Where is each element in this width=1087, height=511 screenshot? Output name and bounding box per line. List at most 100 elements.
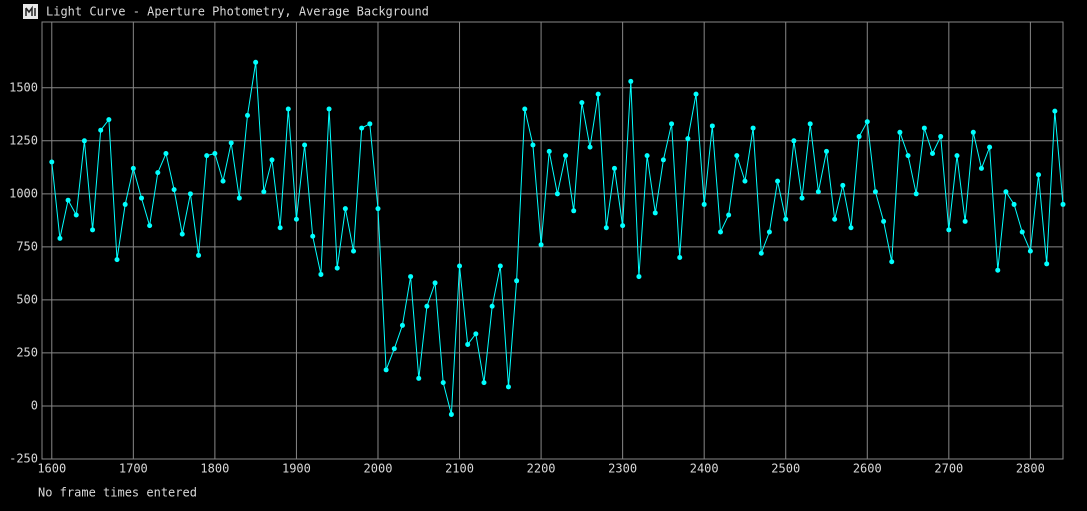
data-point [897, 129, 903, 135]
data-point [318, 271, 324, 277]
data-point [57, 235, 63, 241]
data-point [351, 248, 357, 254]
data-point [245, 112, 251, 118]
x-tick-label: 2400 [690, 462, 719, 476]
data-point [448, 411, 454, 417]
data-point [1027, 248, 1033, 254]
data-point [620, 223, 626, 229]
data-point [163, 151, 169, 157]
x-tick-label: 2200 [527, 462, 556, 476]
data-point [473, 331, 479, 337]
y-tick-label: 1500 [9, 80, 38, 94]
data-point [685, 136, 691, 142]
data-point [481, 380, 487, 386]
data-point [734, 153, 740, 159]
y-tick-label: -250 [9, 452, 38, 466]
data-point [995, 267, 1001, 273]
data-point [693, 91, 699, 97]
data-point [913, 191, 919, 197]
x-tick-label: 2600 [853, 462, 882, 476]
data-point [775, 178, 781, 184]
data-point [1019, 229, 1025, 235]
data-point [970, 129, 976, 135]
data-point [367, 121, 373, 127]
window-title: Light Curve - Aperture Photometry, Avera… [46, 5, 429, 19]
data-point [196, 252, 202, 258]
data-point [579, 100, 585, 106]
data-point [277, 225, 283, 231]
data-point [538, 242, 544, 248]
data-point [717, 229, 723, 235]
data-point [236, 195, 242, 201]
data-point [881, 218, 887, 224]
data-point [946, 227, 952, 233]
data-point [603, 225, 609, 231]
data-point [228, 140, 234, 146]
data-point [750, 125, 756, 131]
x-tick-label: 2800 [1016, 462, 1045, 476]
status-text: No frame times entered [38, 486, 197, 500]
data-point [554, 191, 560, 197]
data-point [628, 78, 634, 84]
data-point [155, 170, 161, 176]
data-point [302, 142, 308, 148]
data-point [848, 225, 854, 231]
data-point [171, 187, 177, 193]
data-point [49, 159, 55, 165]
data-point [285, 106, 291, 112]
x-tick-label: 1600 [37, 462, 66, 476]
data-point [81, 138, 87, 144]
data-point [978, 165, 984, 171]
data-point [644, 153, 650, 159]
data-line [51, 62, 1064, 415]
data-point [1044, 261, 1050, 267]
data-point [65, 197, 71, 203]
data-point [497, 263, 503, 269]
data-point [187, 191, 193, 197]
x-tick-label: 2500 [771, 462, 800, 476]
data-point [1011, 201, 1017, 207]
data-point [1036, 172, 1042, 178]
data-point [824, 148, 830, 154]
y-tick-label: 1250 [9, 133, 38, 147]
data-point [921, 125, 927, 131]
data-point [391, 346, 397, 352]
data-point [530, 142, 536, 148]
data-point [669, 121, 675, 127]
data-point [726, 212, 732, 218]
data-point [326, 106, 332, 112]
data-point [840, 182, 846, 188]
data-point [856, 134, 862, 140]
data-point [815, 189, 821, 195]
data-point [130, 165, 136, 171]
data-point [489, 303, 495, 309]
data-point [742, 178, 748, 184]
data-point [310, 233, 316, 239]
x-tick-label: 2300 [608, 462, 637, 476]
data-point [1060, 201, 1066, 207]
window-icon [23, 4, 38, 19]
data-point [432, 280, 438, 286]
data-point [807, 121, 813, 127]
data-point [220, 178, 226, 184]
data-point [571, 208, 577, 214]
x-tick-label: 1900 [282, 462, 311, 476]
data-point [954, 153, 960, 159]
x-tick-label: 2100 [445, 462, 474, 476]
data-point [766, 229, 772, 235]
data-point [416, 375, 422, 381]
x-tick-label: 1700 [119, 462, 148, 476]
data-point [147, 223, 153, 229]
data-point [872, 189, 878, 195]
data-point [889, 259, 895, 265]
data-point [293, 216, 299, 222]
data-point [204, 153, 210, 159]
data-point [212, 151, 218, 157]
data-point [98, 127, 104, 133]
x-tick-label: 1800 [200, 462, 229, 476]
data-point [758, 250, 764, 256]
data-point [261, 189, 267, 195]
data-point [408, 274, 414, 280]
data-point [269, 157, 275, 163]
data-point [791, 138, 797, 144]
